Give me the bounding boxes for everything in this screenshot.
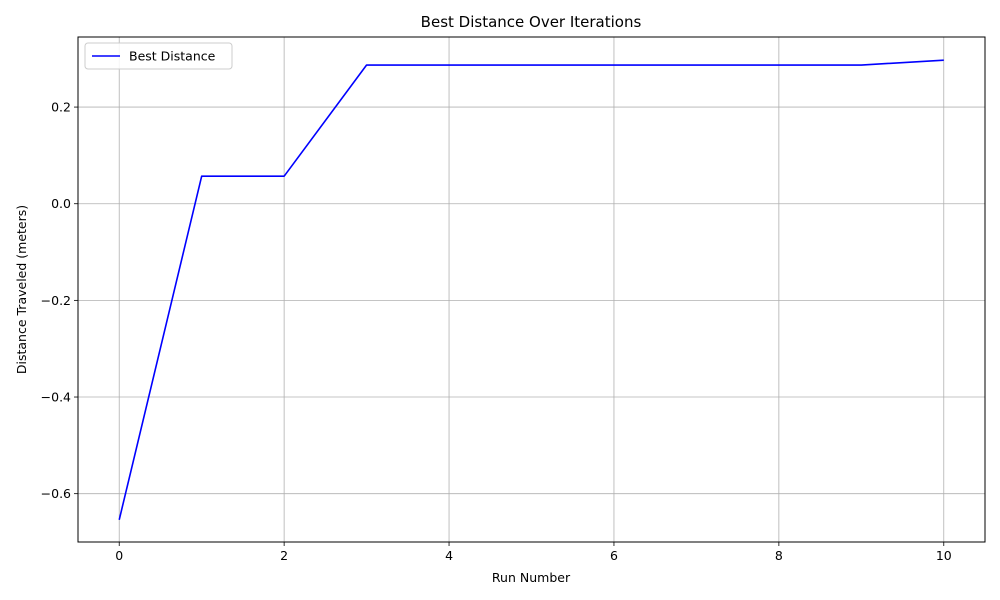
y-tick-label: −0.6 bbox=[41, 486, 71, 501]
x-tick-label: 2 bbox=[280, 548, 288, 563]
legend-label: Best Distance bbox=[129, 49, 216, 64]
x-axis-label: Run Number bbox=[492, 570, 571, 585]
y-tick-label: −0.2 bbox=[41, 293, 71, 308]
series-lines bbox=[118, 59, 944, 520]
y-tick-label: 0.0 bbox=[51, 196, 71, 211]
x-tick-label: 10 bbox=[936, 548, 952, 563]
chart-title: Best Distance Over Iterations bbox=[421, 13, 642, 31]
legend-box bbox=[84, 42, 233, 70]
x-tick-label: 4 bbox=[445, 548, 453, 563]
plot-frame bbox=[77, 36, 986, 543]
y-axis-label: Distance Traveled (meters) bbox=[14, 205, 29, 374]
series-line-best-distance bbox=[118, 59, 944, 520]
x-tick-label: 8 bbox=[775, 548, 783, 563]
grid-lines bbox=[78, 37, 985, 542]
x-tick-label: 0 bbox=[115, 548, 123, 563]
y-tick-label: −0.4 bbox=[41, 390, 71, 405]
y-tick-label: 0.2 bbox=[51, 100, 71, 115]
axis-ticks: 0 2 4 6 8 10 −0.6 −0.4 −0.2 0.0 0.2 bbox=[41, 100, 952, 563]
legend: Best Distance bbox=[84, 42, 233, 70]
x-tick-label: 6 bbox=[610, 548, 618, 563]
